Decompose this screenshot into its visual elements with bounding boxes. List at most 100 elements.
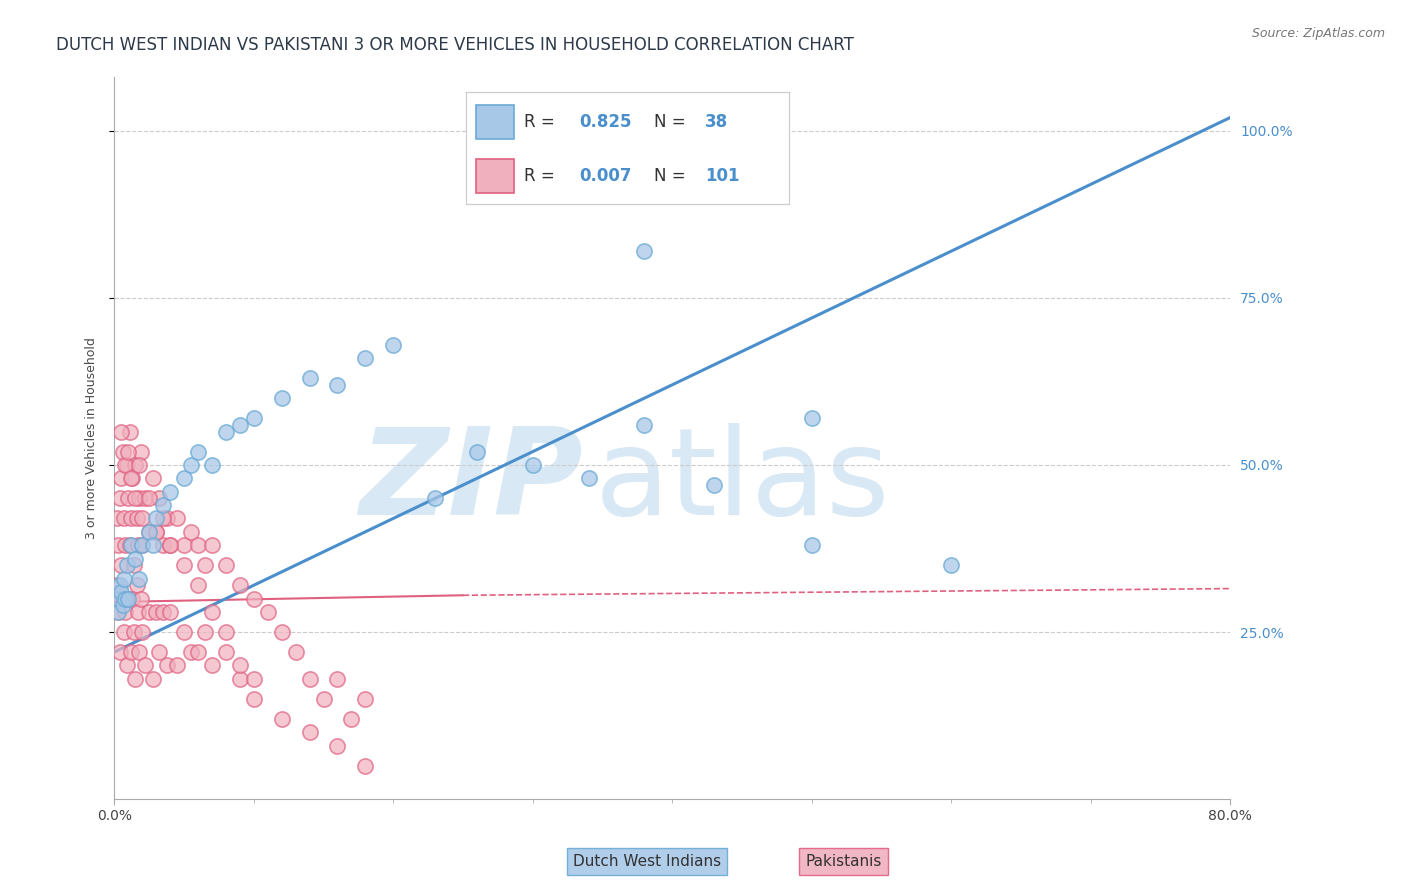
Point: [270, 712, 292, 726]
Point: [124, 491, 146, 506]
Point: [138, 524, 160, 539]
Point: [105, 511, 128, 525]
Point: [124, 551, 146, 566]
Point: [229, 417, 252, 432]
Point: [124, 458, 146, 472]
Point: [354, 691, 377, 706]
Point: [131, 538, 153, 552]
Point: [326, 377, 349, 392]
Point: [173, 538, 195, 552]
Point: [159, 538, 181, 552]
Point: [124, 672, 146, 686]
Point: [112, 625, 135, 640]
Point: [127, 538, 149, 552]
Point: [242, 411, 264, 425]
Point: [152, 498, 174, 512]
Point: [122, 558, 145, 573]
Point: [159, 605, 181, 619]
Point: [298, 725, 321, 739]
Point: [145, 524, 167, 539]
Point: [107, 538, 129, 552]
Point: [800, 411, 823, 425]
Point: [465, 444, 488, 458]
Point: [118, 538, 141, 552]
Text: ZIP: ZIP: [359, 423, 583, 540]
Point: [117, 591, 139, 606]
Point: [145, 605, 167, 619]
Point: [134, 658, 156, 673]
Point: [131, 511, 153, 525]
Point: [148, 491, 170, 506]
Point: [166, 658, 188, 673]
Point: [423, 491, 446, 506]
Text: DUTCH WEST INDIAN VS PAKISTANI 3 OR MORE VEHICLES IN HOUSEHOLD CORRELATION CHART: DUTCH WEST INDIAN VS PAKISTANI 3 OR MORE…: [56, 36, 853, 54]
Point: [110, 585, 132, 599]
Point: [298, 672, 321, 686]
Point: [229, 672, 252, 686]
Point: [180, 524, 202, 539]
Point: [148, 645, 170, 659]
Point: [312, 691, 335, 706]
Point: [114, 458, 136, 472]
Point: [242, 672, 264, 686]
Text: Source: ZipAtlas.com: Source: ZipAtlas.com: [1251, 27, 1385, 40]
Point: [633, 244, 655, 259]
Point: [120, 645, 142, 659]
Point: [110, 558, 132, 573]
Point: [152, 538, 174, 552]
Point: [115, 558, 138, 573]
Point: [110, 425, 132, 439]
Point: [115, 458, 138, 472]
Point: [128, 645, 150, 659]
Point: [578, 471, 600, 485]
Point: [115, 658, 138, 673]
Point: [111, 599, 134, 613]
Point: [134, 491, 156, 506]
Point: [180, 458, 202, 472]
Point: [107, 605, 129, 619]
Point: [242, 691, 264, 706]
Point: [120, 471, 142, 485]
Point: [125, 578, 148, 592]
Point: [152, 511, 174, 525]
Point: [111, 591, 134, 606]
Point: [131, 625, 153, 640]
Point: [187, 578, 209, 592]
Point: [703, 478, 725, 492]
Point: [112, 572, 135, 586]
Point: [110, 471, 132, 485]
Point: [270, 391, 292, 405]
Point: [354, 351, 377, 365]
Point: [111, 444, 134, 458]
Point: [187, 538, 209, 552]
Point: [382, 337, 405, 351]
Point: [142, 538, 165, 552]
Text: Pakistanis: Pakistanis: [806, 854, 882, 869]
Point: [201, 605, 224, 619]
Point: [138, 491, 160, 506]
Point: [128, 458, 150, 472]
Point: [129, 591, 152, 606]
Point: [215, 645, 238, 659]
Point: [142, 672, 165, 686]
Point: [121, 591, 143, 606]
Point: [326, 672, 349, 686]
Point: [187, 645, 209, 659]
Point: [173, 625, 195, 640]
Point: [127, 605, 149, 619]
Point: [138, 605, 160, 619]
Point: [108, 491, 131, 506]
Point: [128, 491, 150, 506]
Point: [173, 471, 195, 485]
Point: [166, 511, 188, 525]
Point: [229, 658, 252, 673]
Point: [105, 591, 128, 606]
Text: Dutch West Indians: Dutch West Indians: [572, 854, 721, 869]
Point: [522, 458, 544, 472]
Point: [114, 591, 136, 606]
Point: [120, 511, 142, 525]
Point: [128, 572, 150, 586]
Point: [159, 538, 181, 552]
Point: [114, 605, 136, 619]
Point: [142, 471, 165, 485]
